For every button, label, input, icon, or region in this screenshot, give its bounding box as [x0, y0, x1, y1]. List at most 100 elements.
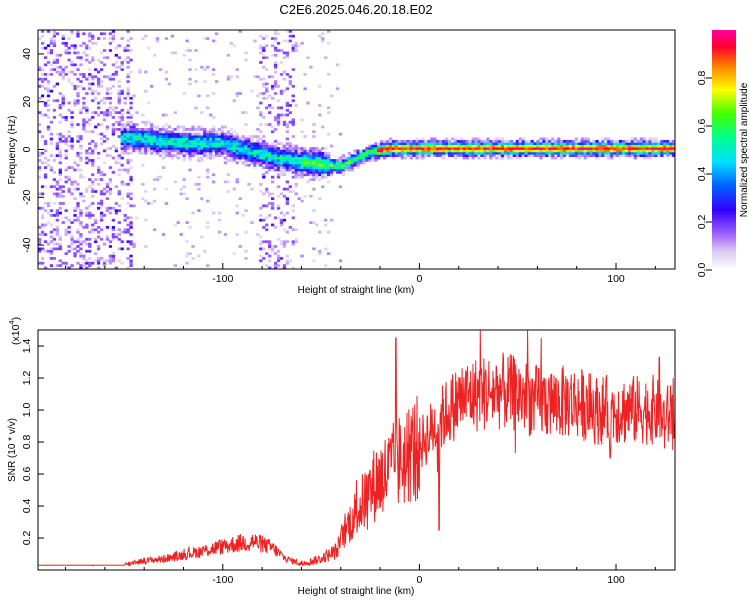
spectrogram-cell — [666, 151, 670, 155]
spectrogram-cell — [73, 63, 77, 67]
spectrogram-cell — [268, 147, 272, 150]
spectrogram-cell — [120, 135, 124, 138]
spectrogram-cell — [108, 37, 113, 40]
spectrogram-cell — [82, 41, 86, 45]
spectrogram-cell — [217, 149, 222, 153]
spectrogram-cell — [294, 149, 298, 153]
spectrogram-cell — [253, 75, 257, 79]
spectrogram-cell — [155, 149, 160, 153]
spectrogram-cell — [297, 159, 301, 162]
spectrogram-cell — [294, 192, 298, 196]
spectrogram-cell — [557, 137, 561, 141]
spectrogram-cell — [138, 130, 142, 134]
spectrogram-cell — [285, 197, 290, 201]
spectrogram-cell — [209, 142, 213, 146]
spectrogram-cell — [96, 168, 101, 172]
spectrogram-cell — [197, 254, 201, 258]
spectrogram-cell — [424, 147, 428, 150]
spectrogram-cell — [209, 139, 213, 143]
spectrogram-cell — [229, 75, 233, 79]
spectrogram-cell — [82, 118, 86, 122]
spectrogram-cell — [477, 139, 481, 143]
spectrogram-cell — [409, 149, 413, 153]
spectrogram-cell — [259, 44, 263, 48]
spectrogram-cell — [501, 149, 505, 153]
spectrogram-cell — [368, 156, 372, 160]
spectrogram-cell — [415, 142, 419, 146]
spectrogram-cell — [551, 156, 555, 160]
spectrogram-cell — [265, 156, 269, 160]
spectrogram-cell — [530, 147, 534, 150]
spectrogram-cell — [545, 147, 549, 150]
spectrogram-cell — [203, 149, 207, 153]
spectrogram-cell — [282, 70, 287, 74]
spectrogram-cell — [188, 147, 192, 150]
spectrogram-cell — [262, 192, 266, 196]
spectrogram-cell — [67, 51, 71, 55]
spectrogram-cell — [150, 84, 154, 88]
spectrogram-cell — [102, 56, 107, 60]
spectrogram-cell — [191, 132, 195, 136]
spectrogram-cell — [359, 154, 363, 158]
spectrogram-cell — [58, 113, 62, 117]
spectrogram-cell — [262, 225, 266, 229]
spectrogram-cell — [350, 166, 354, 169]
spectrogram-cell — [468, 142, 472, 146]
spectrogram-cell — [580, 149, 584, 153]
spectrogram-cell — [188, 137, 192, 141]
spectrogram-cell — [268, 161, 272, 165]
spectrogram-cell — [444, 137, 449, 141]
spectrogram-cell — [108, 154, 113, 158]
spectrogram-cell — [262, 257, 266, 260]
spectrogram-cell — [462, 147, 466, 150]
spectrogram-cell — [533, 147, 537, 150]
spectrogram-cell — [368, 154, 372, 158]
spectrogram-cell — [574, 154, 579, 158]
spectrogram-cell — [188, 156, 192, 160]
spectrogram-cell — [604, 151, 608, 155]
spectrogram-cell — [200, 137, 204, 141]
spectrogram-cell — [456, 149, 461, 153]
spectrogram-cell — [503, 154, 508, 158]
spectrogram-cell — [297, 151, 301, 155]
spectrogram-cell — [117, 111, 121, 114]
spectrogram-cell — [291, 168, 295, 172]
spectrogram-cell — [105, 89, 110, 93]
spectrogram-cell — [123, 137, 127, 141]
spectrogram-cell — [155, 151, 160, 155]
spectrogram-cell — [601, 154, 605, 158]
spectrogram-cell — [99, 84, 104, 88]
spectrogram-cell — [291, 147, 295, 150]
spectrogram-cell — [453, 151, 458, 155]
spectrogram-cell — [123, 228, 127, 232]
spectrogram-cell — [153, 130, 157, 134]
spectrogram-cell — [132, 147, 136, 150]
spectrogram-cell — [444, 149, 449, 153]
spectrogram-cell — [604, 142, 608, 146]
spectrogram-cell — [356, 154, 360, 158]
spectrogram-cell — [442, 147, 446, 150]
spectrogram-cell — [515, 142, 520, 146]
spectrogram-cell — [96, 245, 101, 248]
spectrogram-cell — [312, 178, 316, 181]
spectrogram-cell — [610, 154, 614, 158]
spectrogram-cell — [82, 101, 86, 105]
spectrogram-cell — [365, 159, 369, 162]
spectrogram-cell — [318, 104, 322, 107]
spectrogram-cell — [262, 218, 266, 222]
spectrogram-cell — [244, 142, 248, 146]
spectrogram-cell — [377, 142, 381, 146]
spectrogram-cell — [214, 139, 219, 143]
spectrogram-cell — [85, 211, 89, 215]
spectrogram-cell — [212, 135, 216, 138]
spectrogram-cell — [108, 96, 113, 100]
spectrogram-cell — [483, 142, 487, 146]
spectrogram-cell — [309, 65, 313, 69]
spectrogram-cell — [276, 106, 281, 110]
spectrogram-cell — [318, 230, 322, 234]
spectrogram-cell — [164, 77, 169, 81]
spectrogram-cell — [477, 147, 481, 150]
spectrogram-cell — [654, 147, 658, 150]
spectrogram-cell — [276, 113, 281, 117]
spectrogram-cell — [206, 137, 210, 141]
